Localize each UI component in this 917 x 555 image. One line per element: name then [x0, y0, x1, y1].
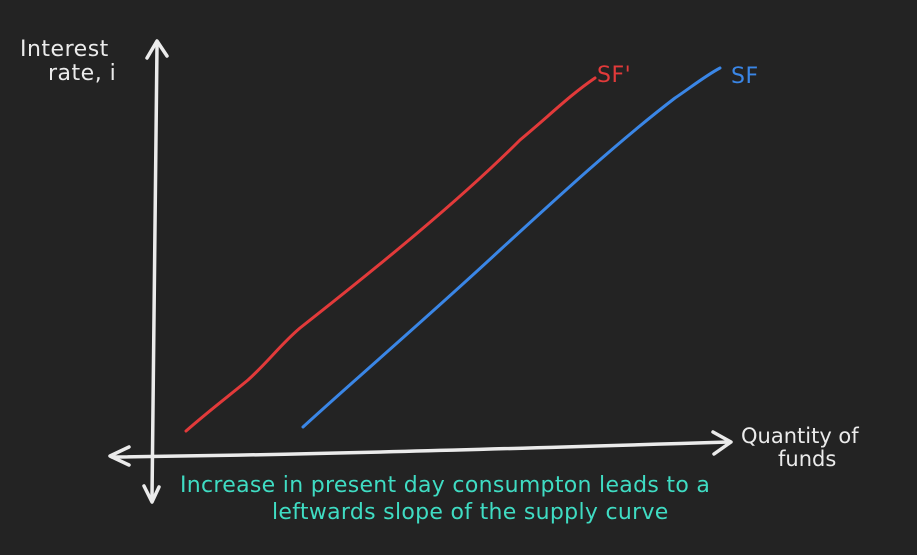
y-axis-label-line1: Interest	[20, 37, 109, 62]
axes	[108, 39, 733, 504]
caption-line1: Increase in present day consumpton leads…	[180, 473, 710, 498]
original-supply-curve	[301, 66, 722, 429]
original-supply-label: SF	[731, 64, 759, 89]
shifted-supply-curve	[184, 76, 597, 433]
y-axis-arrowhead-top	[145, 39, 169, 60]
x-axis-label-line2: funds	[778, 447, 836, 471]
y-axis-line	[150, 44, 159, 500]
caption-line2: leftwards slope of the supply curve	[272, 500, 669, 525]
x-axis-arrowhead-right	[711, 430, 733, 456]
x-axis-arrowhead-left	[108, 445, 131, 467]
x-axis-line	[110, 440, 731, 459]
y-axis-label-line2: rate, i	[48, 61, 116, 86]
shifted-supply-label: SF'	[597, 63, 631, 88]
y-axis-arrowhead-bottom	[142, 484, 161, 504]
x-axis-label-line1: Quantity of	[741, 424, 859, 448]
